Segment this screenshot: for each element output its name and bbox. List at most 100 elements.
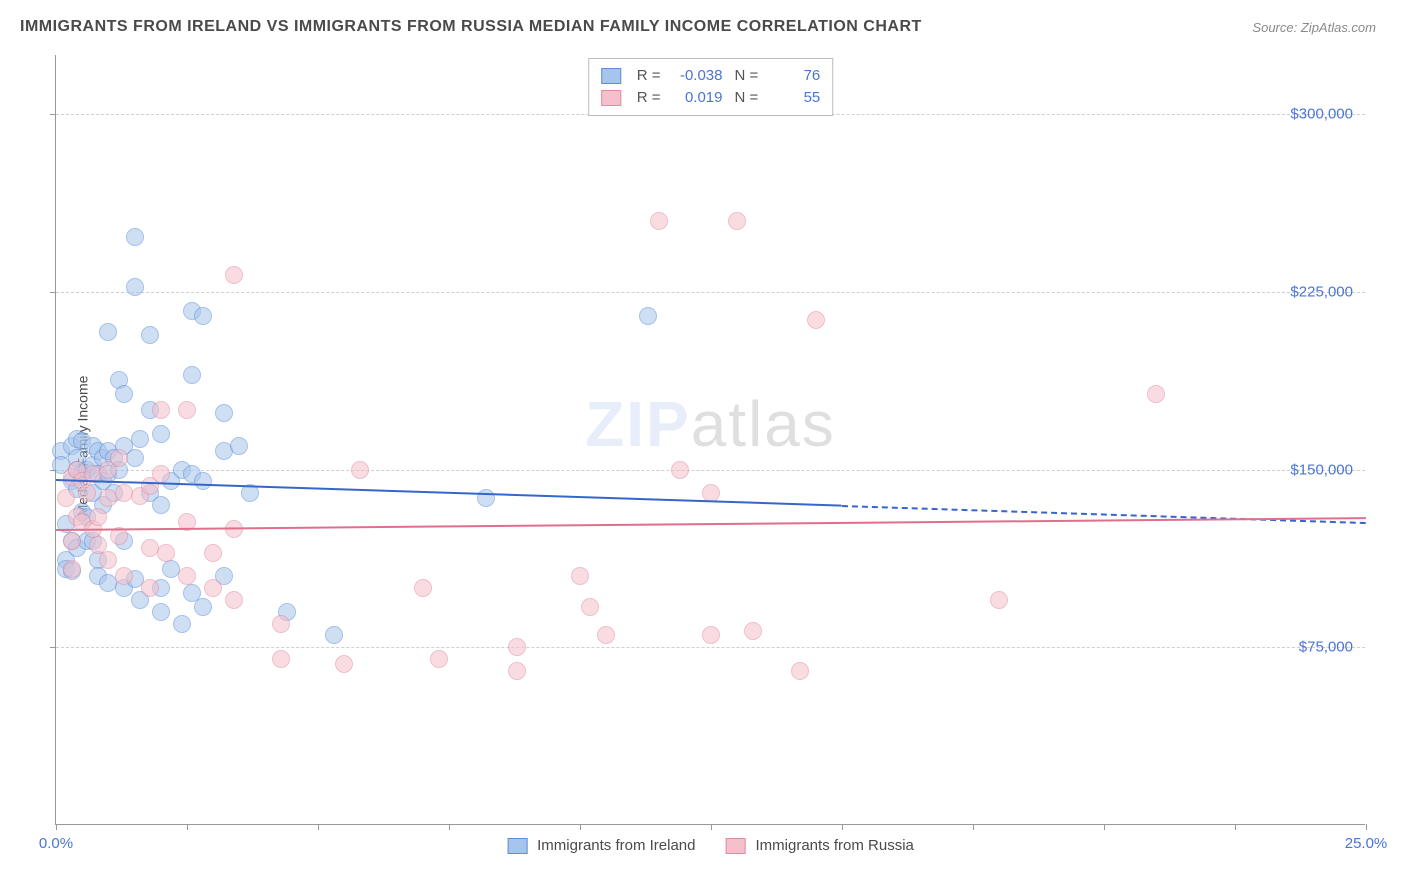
data-point (215, 404, 233, 422)
data-point (194, 472, 212, 490)
legend-swatch (507, 838, 527, 854)
gridline (56, 470, 1365, 471)
data-point (110, 449, 128, 467)
r-value: -0.038 (673, 65, 723, 87)
y-tick-label: $300,000 (1290, 106, 1353, 123)
data-point (639, 307, 657, 325)
data-point (204, 544, 222, 562)
x-tick-label: 0.0% (39, 835, 73, 852)
y-tick-mark (50, 292, 56, 293)
x-tick-mark (973, 824, 974, 830)
data-point (126, 278, 144, 296)
data-point (183, 366, 201, 384)
data-point (152, 401, 170, 419)
n-label: N = (735, 65, 759, 87)
legend-stats-row: R =0.019N =55 (601, 87, 821, 109)
data-point (99, 551, 117, 569)
legend-swatch (601, 68, 621, 84)
x-tick-mark (449, 824, 450, 830)
x-tick-mark (1104, 824, 1105, 830)
data-point (152, 465, 170, 483)
data-point (194, 598, 212, 616)
watermark-brand: ZIP (585, 388, 691, 460)
data-point (99, 323, 117, 341)
data-point (225, 266, 243, 284)
data-point (430, 650, 448, 668)
data-point (744, 622, 762, 640)
data-point (477, 489, 495, 507)
trend-line (56, 479, 842, 507)
x-tick-mark (711, 824, 712, 830)
data-point (597, 626, 615, 644)
data-point (650, 212, 668, 230)
data-point (63, 560, 81, 578)
data-point (508, 662, 526, 680)
gridline (56, 647, 1365, 648)
y-tick-mark (50, 114, 56, 115)
data-point (225, 591, 243, 609)
data-point (126, 449, 144, 467)
data-point (272, 615, 290, 633)
r-value: 0.019 (673, 87, 723, 109)
data-point (89, 508, 107, 526)
data-point (115, 567, 133, 585)
data-point (178, 401, 196, 419)
source-attribution: Source: ZipAtlas.com (1252, 20, 1376, 35)
chart-title: IMMIGRANTS FROM IRELAND VS IMMIGRANTS FR… (20, 18, 922, 36)
data-point (157, 544, 175, 562)
legend-stats-row: R = -0.038 N = 76 (601, 65, 821, 87)
y-tick-mark (50, 647, 56, 648)
data-point (1147, 385, 1165, 403)
r-label: R = (637, 87, 661, 109)
data-point (131, 430, 149, 448)
n-value: 76 (770, 65, 820, 87)
y-tick-label: $75,000 (1299, 639, 1353, 656)
data-point (508, 638, 526, 656)
source-value: ZipAtlas.com (1301, 20, 1376, 35)
legend-swatch (726, 838, 746, 854)
source-label: Source: (1252, 20, 1297, 35)
data-point (990, 591, 1008, 609)
data-point (807, 311, 825, 329)
data-point (178, 567, 196, 585)
data-point (272, 650, 290, 668)
data-point (194, 307, 212, 325)
x-tick-label: 25.0% (1345, 835, 1388, 852)
gridline (56, 292, 1365, 293)
data-point (325, 626, 343, 644)
data-point (728, 212, 746, 230)
data-point (791, 662, 809, 680)
data-point (63, 532, 81, 550)
data-point (204, 579, 222, 597)
data-point (152, 496, 170, 514)
legend-label: Immigrants from Russia (756, 837, 914, 854)
data-point (141, 326, 159, 344)
data-point (152, 603, 170, 621)
chart-plot-area: ZIPatlas R =-0.038N =76R =0.019N =55 Imm… (55, 55, 1365, 825)
data-point (173, 615, 191, 633)
data-point (152, 425, 170, 443)
x-tick-mark (1235, 824, 1236, 830)
data-point (57, 489, 75, 507)
legend-item: Immigrants from Ireland (507, 837, 695, 854)
r-label: R = (637, 65, 661, 87)
legend-bottom: Immigrants from Ireland Immigrants from R… (507, 837, 914, 854)
trend-line (56, 517, 1366, 531)
data-point (230, 437, 248, 455)
data-point (571, 567, 589, 585)
n-value: 55 (770, 87, 820, 109)
x-tick-mark (56, 824, 57, 830)
data-point (671, 461, 689, 479)
data-point (115, 385, 133, 403)
data-point (414, 579, 432, 597)
x-tick-mark (318, 824, 319, 830)
data-point (78, 484, 96, 502)
legend-stats-box: R = -0.038 N = 76R = 0.019 N = 55 (588, 58, 834, 116)
y-tick-label: $225,000 (1290, 283, 1353, 300)
legend-item: Immigrants from Russia (726, 837, 914, 854)
data-point (141, 579, 159, 597)
legend-swatch (601, 90, 621, 106)
data-point (702, 626, 720, 644)
y-tick-label: $150,000 (1290, 461, 1353, 478)
x-tick-mark (1366, 824, 1367, 830)
